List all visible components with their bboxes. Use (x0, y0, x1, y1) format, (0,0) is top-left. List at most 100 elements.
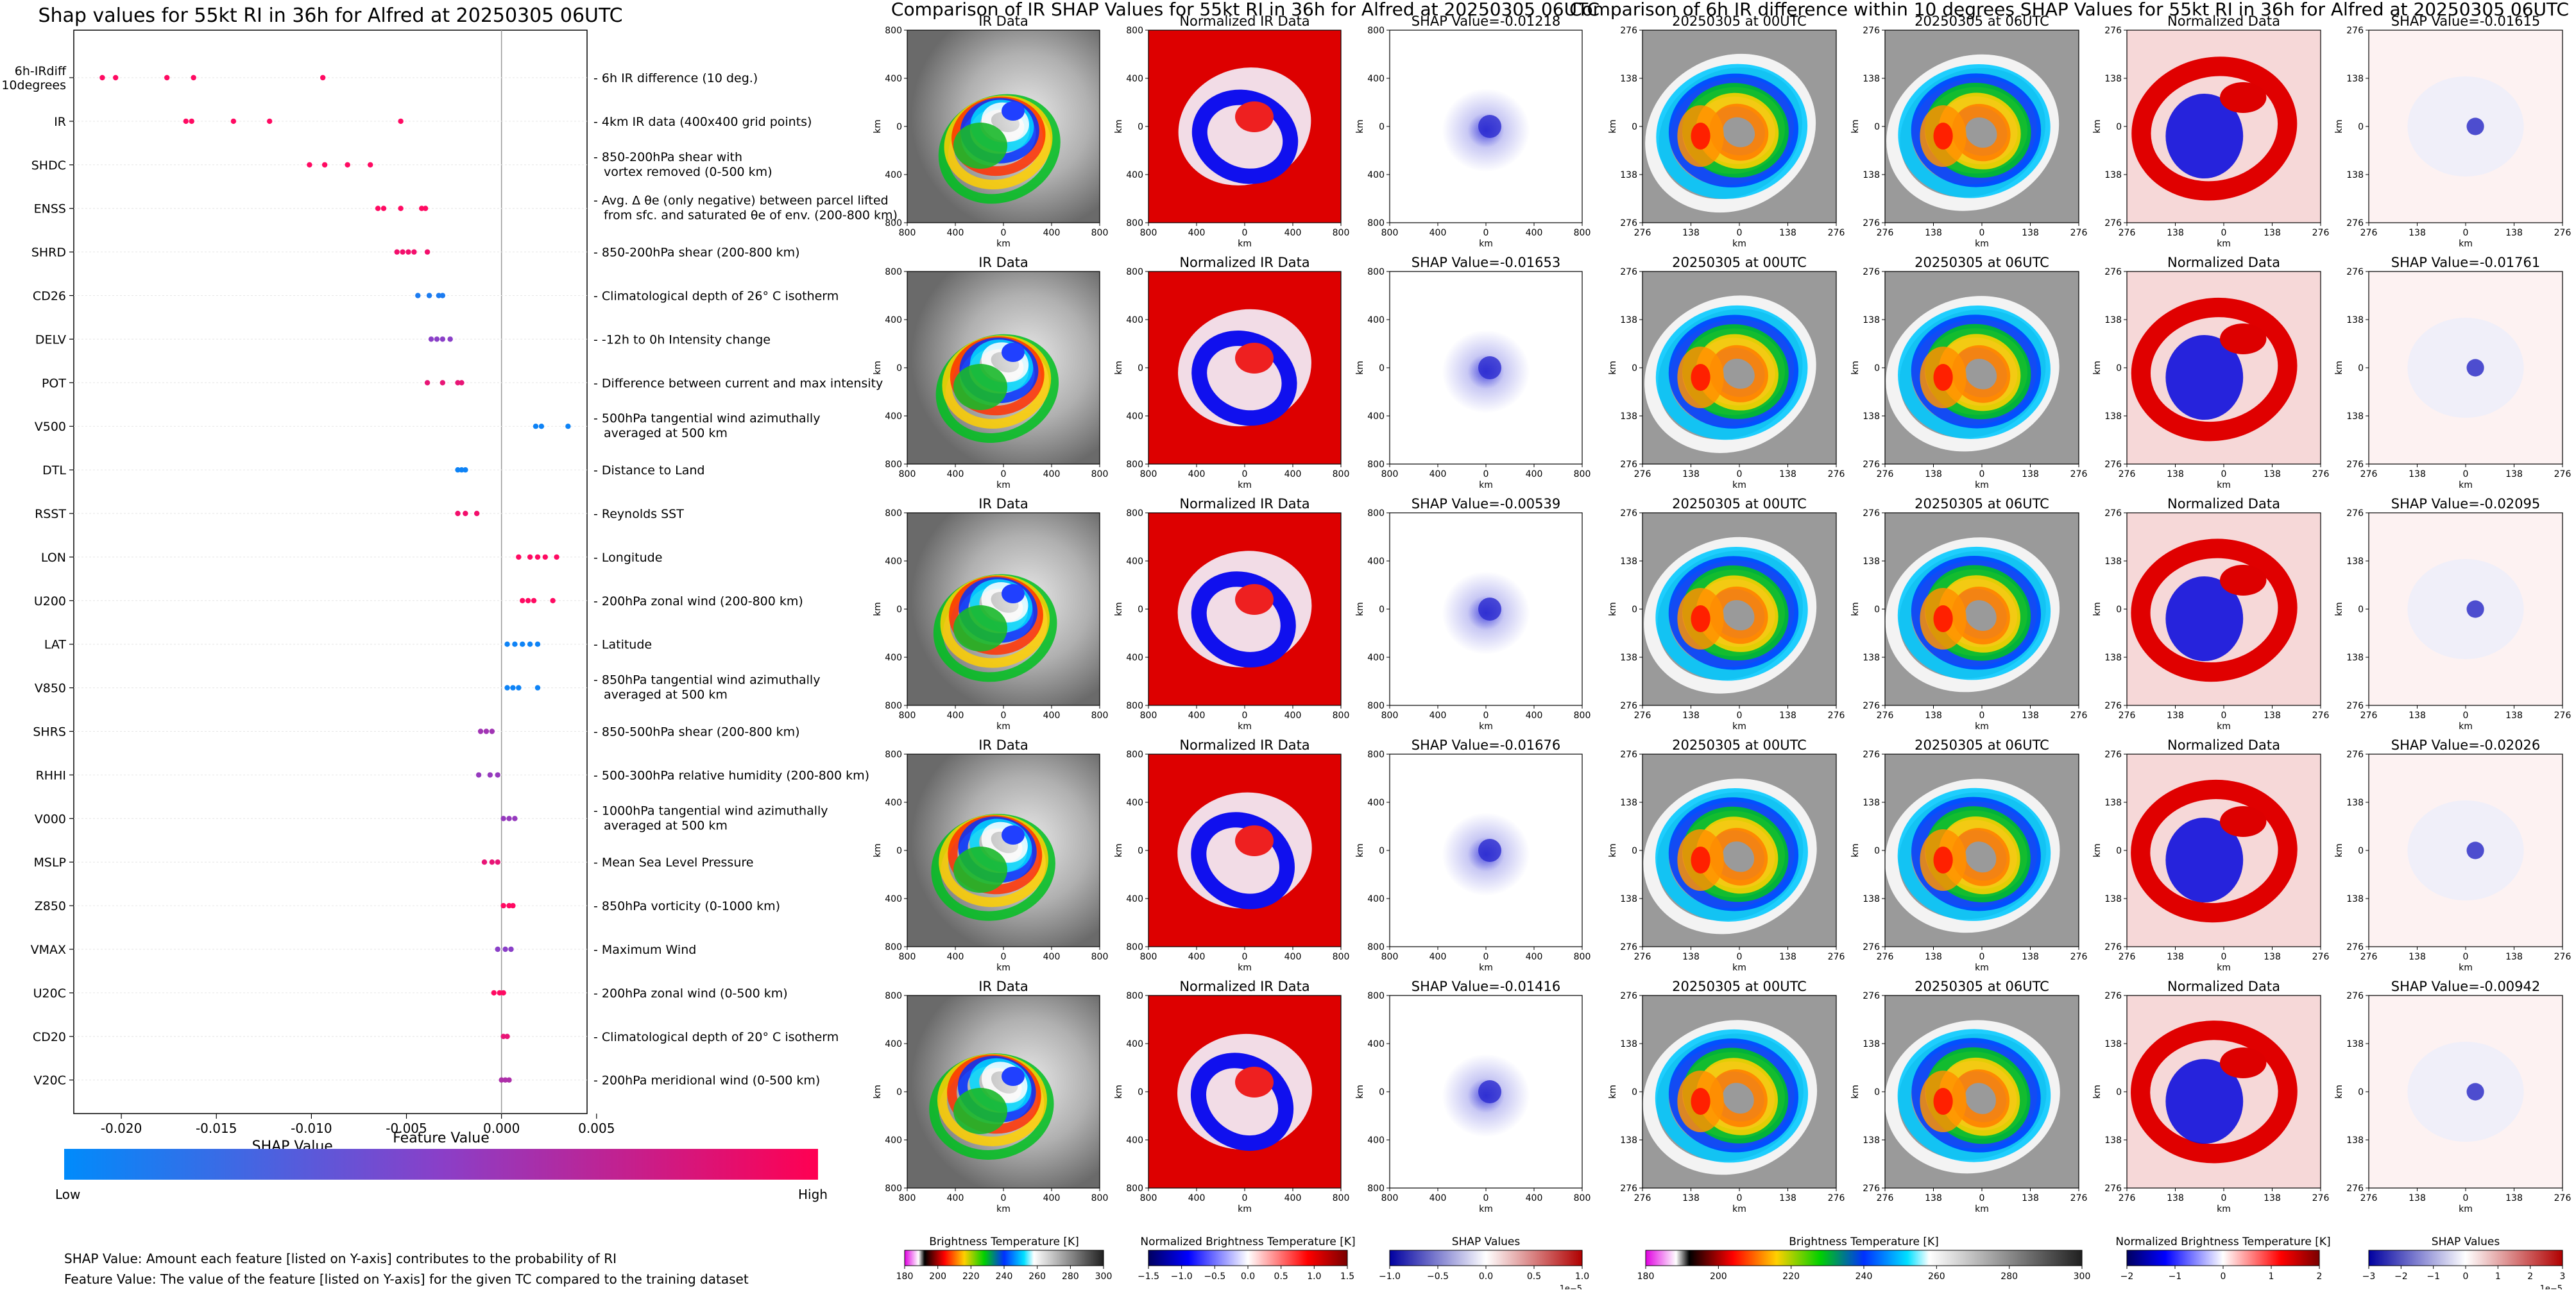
subplot-title: SHAP Value=-0.01615 (2391, 13, 2541, 29)
x-tick-label: 138 (2505, 228, 2523, 238)
x-tick-label: 276 (2360, 469, 2378, 479)
x-tick-label: 400 (1526, 952, 1543, 962)
x-axis-label: km (1975, 721, 1989, 732)
shap-point (565, 424, 571, 429)
feature-label: CD26 (33, 289, 66, 304)
y-tick-label: 138 (1620, 74, 1637, 84)
y-tick-label: 138 (1620, 1135, 1637, 1146)
convective-core (1691, 847, 1710, 874)
x-tick-label: 276 (1634, 711, 1651, 721)
y-axis-label: km (2092, 119, 2103, 134)
y-axis-label: km (1608, 843, 1618, 857)
x-tick-label: 138 (2409, 228, 2426, 238)
x-axis-label: km (1732, 963, 1746, 973)
colorbar-label: SHAP Values (2432, 1236, 2500, 1248)
y-tick-label: 400 (885, 1039, 902, 1049)
y-axis-label: km (1114, 843, 1124, 857)
y-tick-label: 138 (1620, 894, 1637, 904)
x-axis-label: km (996, 963, 1011, 973)
y-tick-label: 276 (1863, 26, 1880, 36)
colorbar-tick-label: 240 (1855, 1271, 1873, 1282)
x-tick-label: 800 (899, 952, 916, 962)
normalized-band (1191, 89, 1299, 184)
cloud-band (1911, 1038, 2041, 1153)
normalized-core (1235, 584, 1274, 615)
feature-description: - Climatological depth of 20° C isotherm (593, 1030, 839, 1044)
irdiff-comparison-panel: Comparison of 6h IR difference within 10… (1569, 0, 2572, 1292)
colorbar-label: Normalized Brightness Temperature [K] (2115, 1236, 2330, 1248)
y-tick-label: 800 (1367, 942, 1385, 952)
feature-description: averaged at 500 km (604, 688, 728, 702)
y-axis-label: km (2334, 843, 2344, 857)
feature-description: - 850-200hPa shear (200-800 km) (593, 246, 800, 260)
feature-description: - 500hPa tangential wind azimuthally (593, 411, 820, 426)
y-tick-label: 276 (2104, 942, 2122, 952)
subplot-title: SHAP Value=-0.01653 (1412, 255, 1561, 270)
shap-point (320, 74, 326, 81)
y-tick-label: 276 (2346, 508, 2364, 519)
subplot-title: SHAP Value=-0.01761 (2391, 255, 2541, 270)
shap-point (520, 598, 525, 603)
x-tick-label: 138 (2167, 1193, 2184, 1203)
y-tick-label: 138 (1863, 170, 1880, 180)
x-axis-label: km (2217, 721, 2231, 732)
x-tick-label: 276 (1828, 1193, 1845, 1203)
x-tick-label: 800 (1091, 228, 1109, 238)
x-tick-label: 0 (2221, 952, 2227, 962)
y-axis-label: km (1608, 119, 1618, 134)
y-tick-label: 276 (2104, 218, 2122, 228)
cloud-band (1911, 555, 2041, 670)
x-axis-label: km (1479, 480, 1493, 490)
feature-label: V500 (35, 420, 66, 434)
x-tick-label: 800 (1333, 1193, 1350, 1203)
shap-point (481, 859, 488, 865)
x-tick-label: 800 (1140, 1193, 1157, 1203)
y-tick-label: 138 (2104, 894, 2122, 904)
convective-core (1933, 1088, 1953, 1115)
shap-point (489, 859, 495, 865)
x-axis-label: km (996, 480, 1011, 490)
x-tick-label: 276 (1828, 228, 1845, 238)
y-tick-label: 0 (1379, 846, 1385, 856)
shap-point (512, 816, 518, 822)
shap-point (321, 162, 328, 168)
feature-label: 10degrees (1, 78, 66, 92)
shap-point (520, 641, 525, 647)
shap-point (191, 74, 196, 81)
subplot-title: 20250305 at 06UTC (1915, 496, 2049, 512)
subplot-title: Normalized IR Data (1179, 255, 1309, 270)
shap-point (499, 1077, 504, 1083)
cloud-band (1897, 788, 2051, 921)
subplot-title: Normalized Data (2167, 737, 2280, 753)
x-tick-label: 800 (899, 228, 916, 238)
y-tick-label: 138 (2346, 1135, 2364, 1146)
shap-point (531, 598, 537, 603)
cloud-band (1655, 305, 1808, 440)
feature-description: - 850-200hPa shear with (593, 150, 742, 164)
cloud-band (1911, 797, 2041, 911)
x-tick-label: 276 (1828, 469, 1845, 479)
x-tick-label: 800 (1333, 228, 1350, 238)
y-tick-label: 138 (1620, 170, 1637, 180)
x-tick-label: 0 (1483, 1193, 1489, 1203)
x-tick-label: 276 (2119, 228, 2136, 238)
y-tick-label: 138 (1863, 1135, 1880, 1146)
y-tick-label: 276 (2346, 942, 2364, 952)
y-tick-label: 138 (2346, 1039, 2364, 1049)
shap-summary-chart: Shap values for 55kt RI in 36h for Alfre… (1, 4, 898, 1287)
y-tick-label: 400 (885, 315, 902, 325)
y-tick-label: 800 (1126, 942, 1143, 952)
x-tick-label: 138 (1682, 952, 1700, 962)
y-tick-label: 0 (2116, 122, 2122, 132)
colorbar-tick-label: −1.5 (1138, 1271, 1159, 1282)
y-axis-label: km (2092, 361, 2103, 375)
x-tick-label: 138 (2264, 469, 2281, 479)
colorbar-tick-label: −1.0 (1379, 1271, 1401, 1282)
y-tick-label: 800 (885, 1184, 902, 1194)
x-tick-label: 0 (1737, 469, 1743, 479)
subplot-title: SHAP Value=-0.00539 (1412, 496, 1561, 512)
colorbar-tick-label: 0.0 (1479, 1271, 1493, 1282)
shap-core (2466, 117, 2484, 135)
x-tick-label: 400 (1043, 1193, 1061, 1203)
